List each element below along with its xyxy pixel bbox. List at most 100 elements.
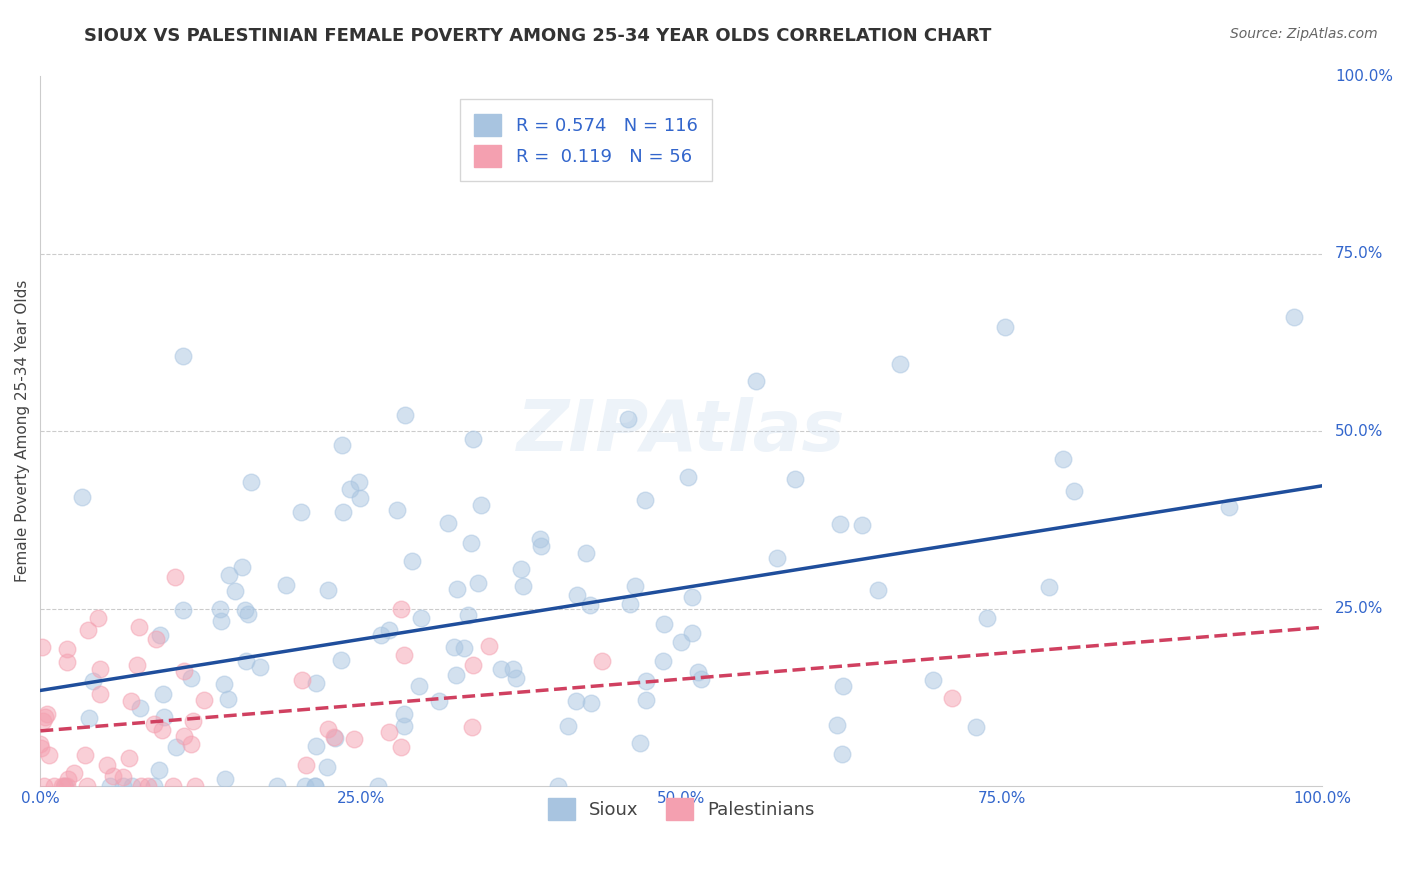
Palestinians [391,740,413,755]
Palestinians [42,780,65,794]
Palestinians [56,641,79,656]
Sioux [831,747,853,762]
Sioux [233,603,256,617]
Sioux [579,598,602,612]
Sioux [889,357,911,371]
Sioux [239,475,262,489]
Sioux [208,602,231,616]
Sioux [330,653,353,667]
Text: 75.0%: 75.0% [1334,246,1384,261]
Sioux [172,603,194,617]
Sioux [217,692,239,706]
Palestinians [145,632,167,647]
Sioux [470,498,492,512]
Palestinians [31,640,53,654]
Palestinians [163,570,186,584]
Palestinians [38,747,60,762]
Sioux [619,598,641,612]
Palestinians [162,780,184,794]
Sioux [401,554,423,568]
Sioux [437,516,460,530]
Text: Source: ZipAtlas.com: Source: ZipAtlas.com [1230,27,1378,41]
Sioux [148,763,170,777]
Sioux [172,349,194,363]
Sioux [70,490,93,504]
Sioux [1038,581,1060,595]
Sioux [868,583,890,598]
Sioux [316,760,339,774]
Sioux [467,575,489,590]
Legend: Sioux, Palestinians: Sioux, Palestinians [533,783,830,834]
Sioux [212,677,235,691]
Sioux [305,675,328,690]
Sioux [218,567,240,582]
Sioux [453,640,475,655]
Sioux [446,667,468,681]
Palestinians [291,673,314,688]
Sioux [443,640,465,654]
Sioux [392,719,415,733]
Palestinians [31,714,53,729]
Palestinians [125,658,148,673]
Palestinians [96,758,118,772]
Sioux [636,693,658,707]
Sioux [461,433,484,447]
Sioux [652,654,675,668]
Palestinians [150,723,173,737]
Sioux [830,517,852,532]
Palestinians [73,748,96,763]
Sioux [512,579,534,593]
Sioux [1282,310,1305,324]
Sioux [634,493,657,508]
Sioux [510,562,533,576]
Sioux [489,662,512,676]
Palestinians [62,766,84,780]
Text: 100.0%: 100.0% [1334,69,1393,84]
Sioux [581,696,603,710]
Palestinians [392,648,415,662]
Palestinians [460,720,482,734]
Sioux [304,780,326,794]
Sioux [82,673,104,688]
Palestinians [143,717,166,731]
Sioux [304,739,326,754]
Sioux [457,608,479,623]
Sioux [129,701,152,715]
Sioux [316,582,339,597]
Sioux [214,772,236,786]
Sioux [1218,500,1240,515]
Sioux [446,582,468,597]
Palestinians [118,750,141,764]
Sioux [1052,452,1074,467]
Palestinians [120,694,142,708]
Text: 50.0%: 50.0% [1334,424,1384,439]
Text: ZIPAtlas: ZIPAtlas [517,397,845,466]
Sioux [669,635,692,649]
Sioux [55,780,77,794]
Sioux [976,611,998,625]
Palestinians [591,654,613,668]
Sioux [276,578,298,592]
Palestinians [56,772,79,786]
Palestinians [55,780,77,794]
Sioux [238,607,260,622]
Palestinians [128,619,150,633]
Palestinians [173,664,195,678]
Sioux [165,739,187,754]
Palestinians [34,710,56,724]
Palestinians [378,725,401,739]
Sioux [575,546,598,560]
Palestinians [111,771,134,785]
Palestinians [87,611,110,625]
Palestinians [294,758,316,772]
Palestinians [76,780,98,794]
Sioux [332,505,354,519]
Sioux [460,536,482,550]
Sioux [367,780,389,794]
Sioux [676,470,699,484]
Palestinians [173,729,195,743]
Palestinians [478,639,501,653]
Palestinians [30,741,52,756]
Palestinians [30,737,52,751]
Sioux [565,694,588,708]
